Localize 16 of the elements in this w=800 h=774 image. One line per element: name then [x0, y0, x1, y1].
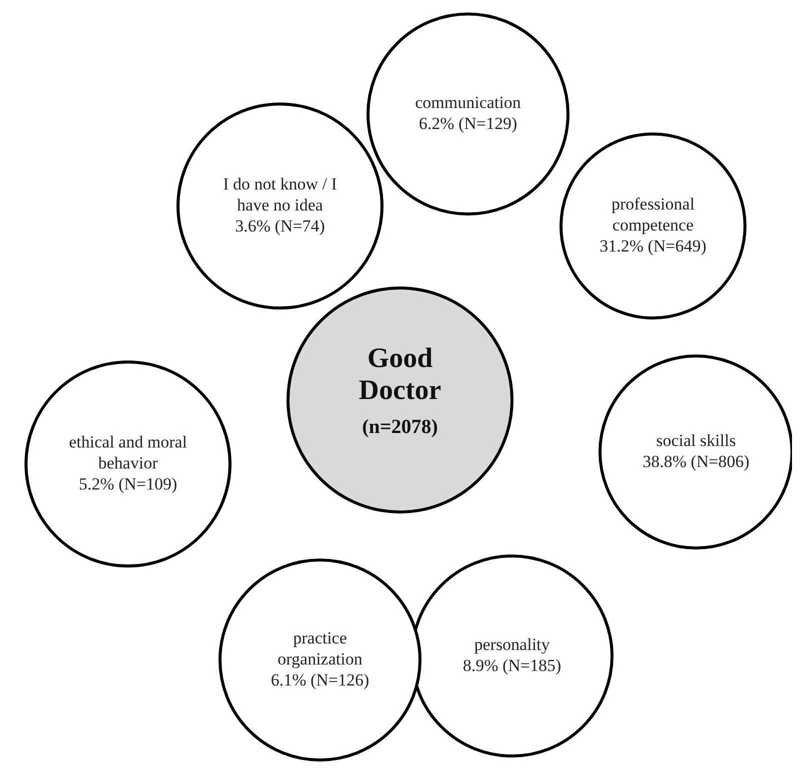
category-label: personality [474, 634, 550, 654]
category-label: professional competence [611, 194, 695, 234]
data-label: 3.6% (N=74) [235, 216, 325, 236]
data-label: 8.9% (N=185) [462, 656, 562, 675]
data-label: 31.2% (N=649) [600, 236, 706, 256]
data-label: 6.1% (N=126) [270, 670, 370, 690]
category-label: practice organization [278, 628, 363, 668]
category-label: ethical and moral behavior [68, 432, 188, 472]
category-label: social skills [656, 430, 736, 450]
data-label: 6.2% (N=129) [418, 114, 518, 133]
category-label: communication [415, 92, 522, 112]
category-label: I do not know / I have no idea [223, 174, 338, 214]
text: (n=2078) [362, 416, 438, 438]
data-label: 38.8% (N=806) [642, 452, 750, 471]
data-label: 5.2% (N=109) [78, 474, 178, 494]
text: Good Doctor [358, 343, 442, 406]
